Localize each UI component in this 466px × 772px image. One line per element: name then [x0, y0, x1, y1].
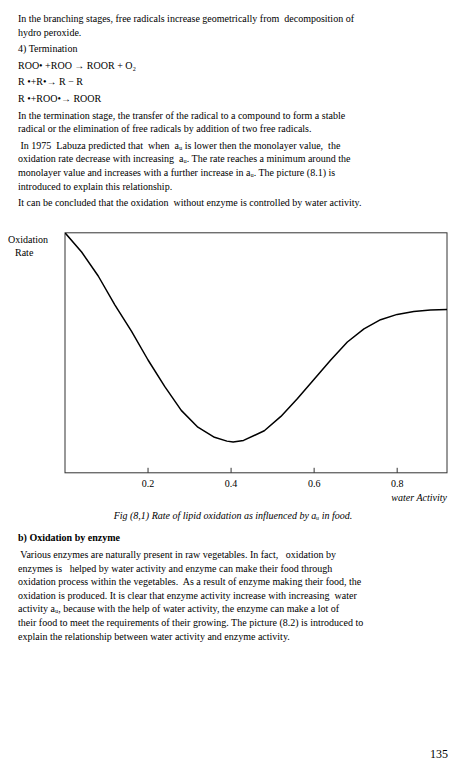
plot-area	[65, 233, 447, 442]
text-line: enzymes is helped by water activity and …	[18, 563, 332, 574]
text-line: radical or the elimination of free radic…	[18, 123, 312, 134]
text-line: monolayer value and increases with a fur…	[18, 167, 335, 179]
curve	[65, 233, 447, 442]
plot-frame	[65, 233, 447, 473]
text-line: hydro peroxide.	[18, 27, 81, 38]
text-line: b) Oxidation by enzyme	[18, 532, 121, 544]
text-line: oxidation process within the vegetables.…	[18, 576, 362, 587]
caption: Fig (8,1) Rate of lipid oxidation as inf…	[113, 510, 353, 522]
y-axis-label: Oxidation Rate	[8, 234, 48, 259]
text-line: Oxidation	[8, 234, 48, 245]
x-tick	[397, 468, 398, 473]
paragraph: 4) Termination	[18, 43, 77, 55]
text-line: explain the relationship between water a…	[18, 631, 290, 642]
text-line: R •+R•→ R − R	[18, 76, 83, 87]
paragraph: Various enzymes are naturally present in…	[18, 549, 363, 642]
text-line: their food to meet the requirements of t…	[18, 617, 363, 629]
chart: Oxidation Rate 0.2 0.4 0.6 0.8 water Activity	[8, 233, 448, 503]
text-line: activity aᵤ, because with the help of wa…	[18, 603, 340, 614]
text-line: oxidation is produced. It is clear that …	[18, 590, 357, 601]
text-line: ROO• +ROO → ROOR + O₂	[18, 60, 136, 71]
text-line: In the termination stage, the transfer o…	[18, 110, 346, 121]
paragraph: In the termination stage, the transfer o…	[18, 110, 346, 135]
x-tick-label: 0.6	[308, 478, 321, 489]
text-line: R •+ROO•→ ROOR	[18, 93, 102, 104]
page: In the branching stages, free radicals i…	[0, 0, 466, 772]
x-tick-label: 0.2	[142, 478, 155, 489]
paragraph: In 1975 Labuza predicted that when aᵤ is…	[18, 140, 351, 192]
x-tick	[148, 468, 149, 473]
text-line: introduced to explain this relationship.	[18, 181, 172, 192]
paragraph: R •+R•→ R − R	[18, 76, 83, 87]
text-line: It can be concluded that the oxidation w…	[18, 197, 361, 208]
paragraph: ROO• +ROO → ROOR + O₂	[18, 60, 136, 71]
text-line: Fig (8,1) Rate of lipid oxidation as inf…	[113, 510, 353, 522]
paragraph: b) Oxidation by enzyme	[18, 532, 121, 544]
page-number: 135	[430, 747, 448, 761]
paragraph: R •+ROO•→ ROOR	[18, 93, 102, 104]
text-line: Rate	[15, 247, 34, 258]
paragraph: In the branching stages, free radicals i…	[18, 13, 355, 38]
x-tick	[314, 468, 315, 473]
text-line: In 1975 Labuza predicted that when aᵤ is…	[18, 140, 341, 151]
text-line: oxidation rate decrease with increasing …	[18, 153, 351, 164]
text-line: Various enzymes are naturally present in…	[18, 549, 336, 560]
x-tick-label: 0.4	[225, 478, 238, 489]
text-line: In the branching stages, free radicals i…	[18, 13, 355, 24]
x-tick	[231, 468, 232, 473]
paragraph: It can be concluded that the oxidation w…	[18, 197, 361, 208]
x-axis-label: water Activity	[391, 492, 447, 503]
text-line: 4) Termination	[18, 43, 77, 55]
x-tick-label: 0.8	[391, 478, 404, 489]
